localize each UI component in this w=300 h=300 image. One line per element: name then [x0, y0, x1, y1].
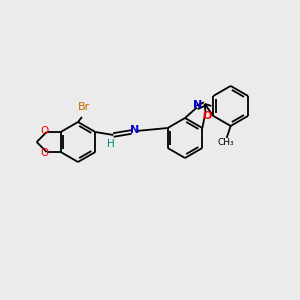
Text: H: H: [107, 139, 115, 149]
Text: N: N: [130, 125, 139, 135]
Text: Br: Br: [78, 102, 90, 112]
Text: CH₃: CH₃: [217, 138, 234, 147]
Text: O: O: [40, 126, 49, 136]
Text: O: O: [203, 110, 212, 121]
Text: O: O: [40, 148, 49, 158]
Text: N: N: [193, 100, 203, 110]
